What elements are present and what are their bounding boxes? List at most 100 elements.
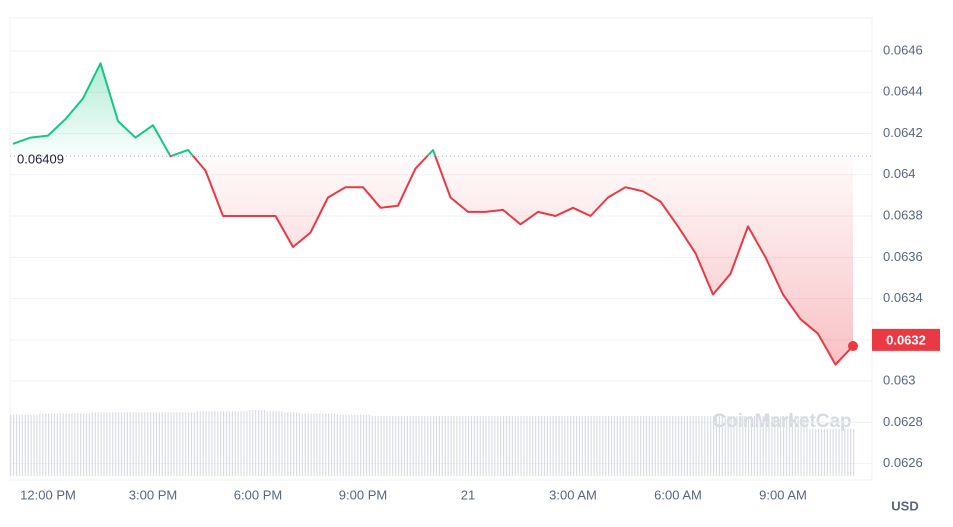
volume-bar bbox=[529, 415, 531, 476]
volume-bar bbox=[167, 412, 169, 476]
volume-bar bbox=[205, 411, 207, 476]
volume-bar bbox=[260, 410, 263, 476]
volume-bar bbox=[333, 413, 336, 476]
volume-bar bbox=[438, 415, 441, 476]
volume-bar bbox=[593, 415, 595, 476]
volume-bar bbox=[77, 413, 79, 476]
volume-bar bbox=[170, 412, 172, 476]
volume-bar bbox=[179, 412, 181, 476]
volume-bar bbox=[815, 428, 817, 476]
volume-bar bbox=[809, 428, 811, 476]
volume-bar bbox=[278, 411, 280, 476]
volume-bar bbox=[634, 415, 636, 476]
volume-bar bbox=[135, 412, 137, 476]
volume-bar bbox=[217, 411, 219, 476]
volume-bar bbox=[558, 415, 560, 476]
volume-bar bbox=[427, 415, 429, 476]
volume-bar bbox=[298, 412, 301, 476]
volume-bar bbox=[648, 415, 651, 476]
volume-bar bbox=[733, 415, 735, 476]
volume-bar bbox=[328, 413, 330, 476]
volume-bar bbox=[424, 415, 426, 476]
x-tick-label: 12:00 PM bbox=[20, 487, 76, 502]
volume-bar bbox=[613, 415, 616, 476]
volume-bar bbox=[237, 411, 239, 476]
volume-bar bbox=[829, 428, 831, 476]
y-tick-label: 0.0636 bbox=[883, 249, 923, 264]
volume-bar bbox=[605, 415, 607, 476]
volume-bar bbox=[185, 412, 187, 476]
volume-bar bbox=[348, 414, 350, 476]
volume-bar bbox=[596, 415, 598, 476]
volume-bar bbox=[214, 411, 216, 476]
volume-bar bbox=[643, 415, 645, 476]
volume-bar bbox=[718, 415, 721, 476]
volume-bar bbox=[403, 415, 406, 476]
volume-bar bbox=[365, 414, 368, 476]
volume-bar bbox=[456, 415, 458, 476]
volume-bar bbox=[109, 412, 111, 476]
volume-bar bbox=[33, 414, 35, 476]
volume-bar bbox=[645, 415, 648, 476]
volume-bar bbox=[18, 414, 21, 476]
volume-bar bbox=[468, 415, 470, 476]
volume-bar bbox=[27, 414, 29, 476]
volume-bar bbox=[669, 415, 671, 476]
volume-bar bbox=[383, 415, 385, 476]
volume-bar bbox=[672, 415, 674, 476]
volume-bar bbox=[622, 415, 624, 476]
y-tick-label: 0.0644 bbox=[883, 84, 923, 99]
volume-bar bbox=[255, 410, 257, 476]
volume-bar bbox=[800, 415, 802, 476]
volume-bar bbox=[803, 415, 805, 476]
volume-bar bbox=[680, 415, 683, 476]
volume-bar bbox=[756, 415, 758, 476]
x-tick-label: 3:00 PM bbox=[129, 487, 177, 502]
volume-bar bbox=[208, 411, 210, 476]
volume-bar bbox=[689, 415, 691, 476]
volume-bar bbox=[523, 415, 525, 476]
volume-bar bbox=[71, 413, 73, 476]
volume-bar bbox=[470, 415, 473, 476]
volume-bar bbox=[164, 412, 166, 476]
volume-bar bbox=[45, 413, 47, 476]
volume-bar bbox=[715, 415, 718, 476]
volume-bar bbox=[266, 411, 268, 476]
y-tick-label: 0.0626 bbox=[883, 455, 923, 470]
volume-bar bbox=[660, 415, 662, 476]
volume-bar bbox=[444, 415, 446, 476]
volume-bar bbox=[625, 415, 627, 476]
volume-bar bbox=[590, 415, 592, 476]
x-tick-label: 21 bbox=[461, 487, 475, 502]
volume-bar bbox=[223, 411, 225, 476]
price-line bbox=[12, 62, 854, 366]
y-tick-label: 0.0646 bbox=[883, 42, 923, 57]
volume-bar bbox=[199, 411, 201, 476]
volume-bar bbox=[380, 415, 382, 476]
volume-bar bbox=[83, 413, 85, 476]
volume-bar bbox=[765, 415, 767, 476]
volume-bar bbox=[663, 415, 665, 476]
volume-bar bbox=[683, 415, 686, 476]
volume-bar bbox=[768, 415, 770, 476]
volume-bar bbox=[599, 415, 601, 476]
volume-bar bbox=[637, 415, 639, 476]
volume-bar bbox=[573, 415, 575, 476]
volume-bar bbox=[727, 415, 729, 476]
volume-bar bbox=[450, 415, 452, 476]
volume-bar bbox=[850, 428, 852, 476]
volume-bar bbox=[65, 413, 67, 476]
volume-bar bbox=[730, 415, 732, 476]
volume-bar bbox=[231, 411, 233, 476]
area bbox=[13, 63, 853, 365]
volume-bar bbox=[129, 412, 131, 476]
volume-bar bbox=[68, 413, 70, 476]
volume-bar bbox=[118, 412, 120, 476]
y-tick-label: 0.0642 bbox=[883, 125, 923, 140]
volume-bar bbox=[363, 414, 365, 476]
volume-bar bbox=[304, 413, 306, 476]
volume-bar bbox=[485, 415, 487, 476]
volume-bar bbox=[88, 413, 91, 476]
volume-bar bbox=[511, 415, 513, 476]
volume-bar bbox=[301, 413, 303, 476]
